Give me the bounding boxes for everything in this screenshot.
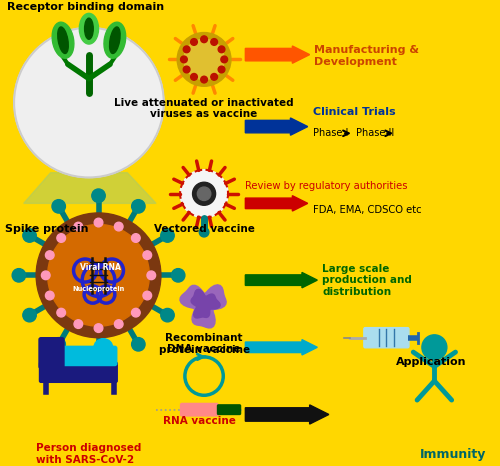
Circle shape xyxy=(46,251,54,260)
Circle shape xyxy=(94,218,103,227)
Text: Application: Application xyxy=(396,356,466,367)
Text: Spike protein: Spike protein xyxy=(6,224,89,234)
Circle shape xyxy=(161,229,174,242)
Text: Clinical Trials: Clinical Trials xyxy=(312,107,395,117)
FancyBboxPatch shape xyxy=(39,338,64,369)
Circle shape xyxy=(36,213,161,338)
Ellipse shape xyxy=(84,18,93,39)
Circle shape xyxy=(200,227,209,237)
Circle shape xyxy=(74,222,82,231)
Circle shape xyxy=(12,268,26,282)
FancyBboxPatch shape xyxy=(60,346,117,365)
Text: Receptor binding domain: Receptor binding domain xyxy=(8,1,164,12)
Text: Person diagnosed
with SARS-CoV-2: Person diagnosed with SARS-CoV-2 xyxy=(36,443,142,465)
Circle shape xyxy=(143,291,152,300)
Circle shape xyxy=(147,271,156,280)
Circle shape xyxy=(422,335,447,360)
Text: Phase II: Phase II xyxy=(356,128,394,138)
Circle shape xyxy=(180,170,228,218)
Text: Live attenuated or inactivated
viruses as vaccine: Live attenuated or inactivated viruses a… xyxy=(114,98,294,119)
Ellipse shape xyxy=(110,27,120,54)
Circle shape xyxy=(132,337,145,351)
Circle shape xyxy=(92,348,105,362)
FancyArrow shape xyxy=(246,405,329,424)
Text: FDA, EMA, CDSCO etc: FDA, EMA, CDSCO etc xyxy=(312,205,421,215)
Circle shape xyxy=(200,76,207,83)
Circle shape xyxy=(132,233,140,242)
Circle shape xyxy=(218,66,225,73)
Circle shape xyxy=(184,39,224,80)
Circle shape xyxy=(132,199,145,213)
Ellipse shape xyxy=(80,14,98,44)
Circle shape xyxy=(23,229,36,242)
Circle shape xyxy=(14,28,164,178)
FancyArrow shape xyxy=(246,273,318,288)
Text: DNA vaccine: DNA vaccine xyxy=(168,344,241,354)
Circle shape xyxy=(192,182,216,206)
Circle shape xyxy=(23,308,36,322)
Circle shape xyxy=(190,74,198,80)
FancyArrow shape xyxy=(246,196,308,211)
Ellipse shape xyxy=(58,27,68,54)
Text: RNA vaccine: RNA vaccine xyxy=(163,416,236,426)
Circle shape xyxy=(48,225,150,326)
Polygon shape xyxy=(191,289,220,318)
Circle shape xyxy=(190,39,198,45)
Circle shape xyxy=(161,308,174,322)
Circle shape xyxy=(132,308,140,317)
Circle shape xyxy=(211,39,218,45)
Ellipse shape xyxy=(104,22,126,58)
Circle shape xyxy=(221,56,228,63)
FancyBboxPatch shape xyxy=(40,362,117,382)
Circle shape xyxy=(52,199,66,213)
Circle shape xyxy=(172,268,185,282)
Circle shape xyxy=(74,320,82,329)
Circle shape xyxy=(218,46,225,53)
Circle shape xyxy=(200,36,207,42)
Circle shape xyxy=(57,308,66,317)
Circle shape xyxy=(94,339,113,358)
Text: Large scale
production and
distribution: Large scale production and distribution xyxy=(322,264,412,297)
Text: Manufacturing &
Development: Manufacturing & Development xyxy=(314,45,420,67)
Circle shape xyxy=(52,337,66,351)
FancyBboxPatch shape xyxy=(364,328,409,348)
Circle shape xyxy=(184,46,190,53)
Circle shape xyxy=(46,291,54,300)
FancyArrow shape xyxy=(246,118,308,135)
Circle shape xyxy=(57,233,66,242)
Text: Review by regulatory authorities: Review by regulatory authorities xyxy=(246,181,408,191)
Text: Vectored vaccine: Vectored vaccine xyxy=(154,224,254,234)
Circle shape xyxy=(177,33,231,86)
Text: Viral RNA: Viral RNA xyxy=(80,262,121,272)
Text: Recombinant
protein vaccine: Recombinant protein vaccine xyxy=(158,333,250,355)
Circle shape xyxy=(114,222,123,231)
Ellipse shape xyxy=(52,22,74,58)
Circle shape xyxy=(184,66,190,73)
FancyBboxPatch shape xyxy=(180,404,218,416)
FancyBboxPatch shape xyxy=(218,405,240,414)
Circle shape xyxy=(143,251,152,260)
Polygon shape xyxy=(24,172,156,203)
Text: Phase I: Phase I xyxy=(312,128,348,138)
Circle shape xyxy=(180,56,188,63)
Circle shape xyxy=(114,320,123,329)
Polygon shape xyxy=(180,285,226,328)
Circle shape xyxy=(94,324,103,332)
Circle shape xyxy=(211,74,218,80)
Circle shape xyxy=(198,187,211,200)
Text: Immunity: Immunity xyxy=(420,448,486,461)
Circle shape xyxy=(42,271,50,280)
Text: Nucleoprotein: Nucleoprotein xyxy=(72,286,124,292)
Circle shape xyxy=(92,189,105,202)
FancyArrow shape xyxy=(246,340,318,355)
FancyArrow shape xyxy=(246,46,310,63)
